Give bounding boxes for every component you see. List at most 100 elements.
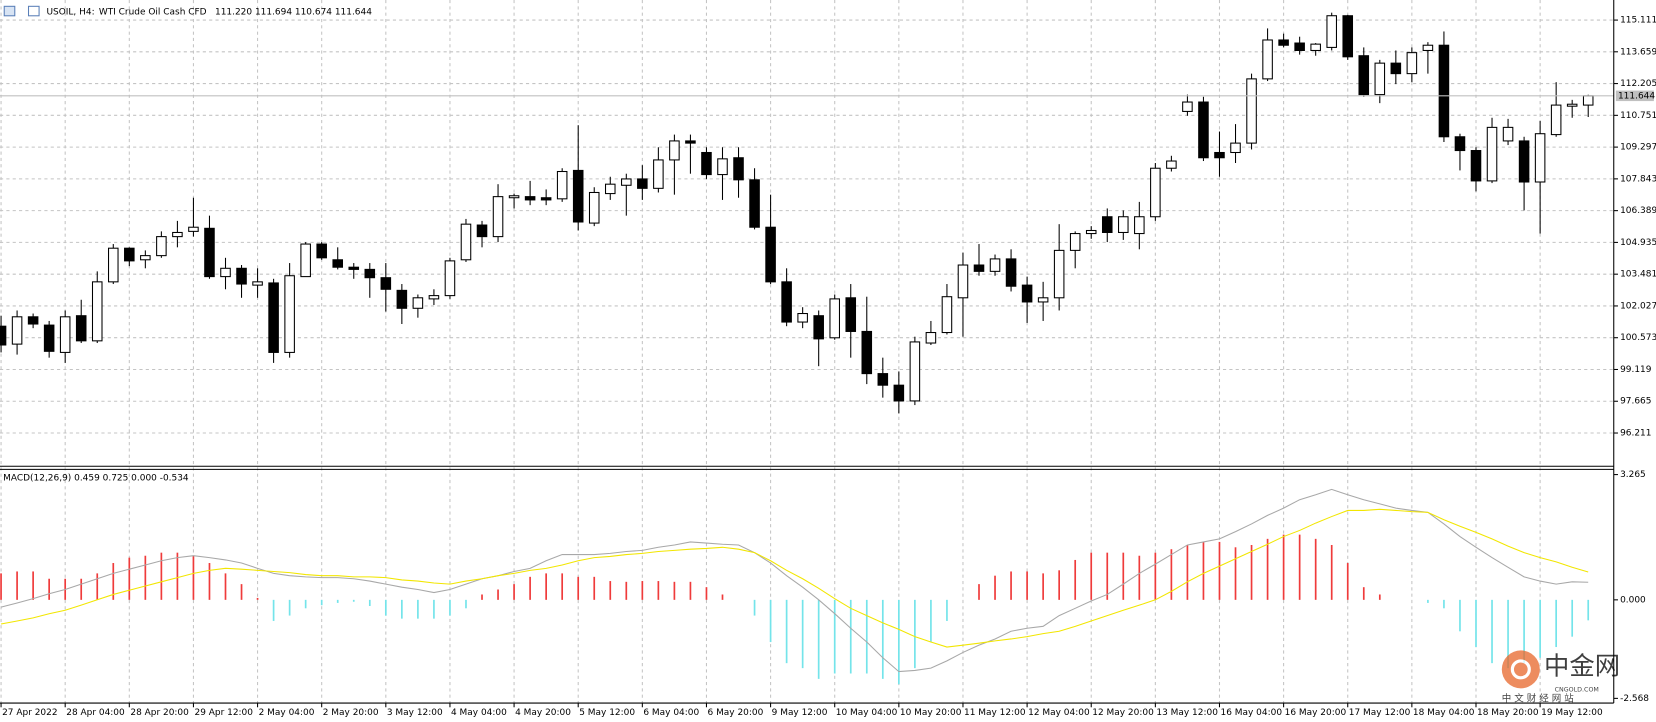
y-tick-label: 96.211: [1620, 429, 1651, 439]
y-tick-label: 3.265: [1620, 470, 1646, 480]
candle-body: [140, 255, 151, 261]
candle-body: [1342, 15, 1354, 58]
y-tick-label: 113.659: [1620, 47, 1656, 57]
y-tick-label: 106.389: [1620, 206, 1656, 216]
candle-body: [156, 236, 167, 257]
y-tick-label: 99.119: [1620, 365, 1652, 375]
x-tick-label: 12 May 20:00: [1092, 708, 1154, 718]
candle-body: [1182, 101, 1193, 112]
logo: [1501, 650, 1540, 689]
x-tick-label: 11 May 12:00: [964, 708, 1026, 718]
last-price-box: [1615, 90, 1654, 102]
candle-body: [797, 313, 808, 323]
header-text: USOIL, H4: WTI Crude Oil Cash CFD 111.220 …: [46, 7, 372, 17]
candle-body: [588, 191, 600, 224]
watermark-site: CNGOLD.COM: [1555, 686, 1599, 693]
candle-body: [1118, 216, 1129, 233]
candle-body: [1214, 151, 1225, 159]
candle-body: [460, 223, 472, 261]
candle-body: [1438, 44, 1450, 138]
x-tick-label: 2 May 20:00: [323, 708, 379, 718]
candle-body: [1262, 39, 1273, 80]
candle-body: [1230, 142, 1241, 154]
logo: [1510, 659, 1531, 680]
candle-body: [1198, 101, 1209, 159]
candle-body: [556, 170, 568, 200]
candle-body: [43, 324, 55, 352]
symbol: USOIL, H4:: [46, 7, 94, 17]
x-tick-label: 3 May 12:00: [387, 708, 443, 718]
candle-body: [637, 178, 648, 189]
x-tick-label: 18 May 04:00: [1413, 708, 1475, 718]
candle-body: [428, 295, 440, 300]
candle-body: [91, 281, 103, 342]
candle-body: [284, 275, 295, 353]
x-tick-label: 6 May 04:00: [643, 708, 699, 718]
y-tick-label: 115.111: [1620, 16, 1656, 26]
candle-body: [1150, 167, 1161, 218]
candle-body: [220, 267, 231, 278]
candle-body: [1422, 44, 1434, 51]
mark-layer: [0, 12, 1614, 685]
x-tick-label: 29 Apr 12:00: [194, 708, 253, 718]
candle-body: [1278, 39, 1289, 46]
y-tick-label: 100.573: [1620, 333, 1656, 343]
candle-body: [572, 169, 584, 223]
candle-body: [909, 341, 921, 402]
candle-body: [973, 264, 985, 272]
candle-body: [107, 247, 119, 283]
candle-body: [1406, 52, 1418, 75]
candle-body: [364, 268, 376, 279]
candle-body: [1582, 95, 1594, 106]
candle-body: [348, 266, 360, 270]
y-tick-label: 0.000: [1620, 595, 1646, 605]
y-tick-label: 110.751: [1620, 111, 1656, 121]
candle-body: [1390, 62, 1402, 75]
candle-body: [1470, 150, 1482, 182]
candle-body: [1502, 126, 1514, 142]
candle-body: [765, 226, 776, 283]
candle-body: [396, 289, 408, 309]
candle-body: [27, 316, 39, 325]
candle-body: [316, 243, 327, 259]
candle-body: [1294, 42, 1305, 51]
candle-body: [1550, 104, 1562, 136]
candle-body: [172, 231, 183, 238]
x-tick-label: 12 May 04:00: [1028, 708, 1090, 718]
candle-body: [621, 178, 632, 186]
candle-body: [0, 325, 7, 346]
last-price-label: 111.644: [1618, 91, 1655, 101]
candle-body: [861, 330, 873, 375]
indicator-title: MACD(12,26,9) 0.459 0.725 0.000 -0.534: [3, 473, 189, 483]
candle-body: [1085, 229, 1097, 235]
watermark-slogan: 中 文 财 经 网 站: [1502, 692, 1575, 704]
candle-body: [1021, 284, 1033, 303]
candle-body: [412, 297, 424, 309]
x-tick-label: 10 May 04:00: [836, 708, 898, 718]
candle-body: [188, 226, 199, 232]
candle-body: [1310, 43, 1321, 51]
candle-body: [492, 196, 504, 238]
watermark: 中金网 CNGOLD.COM 中 文 财 经 网 站: [1501, 650, 1620, 704]
y-tick-label: 107.843: [1620, 174, 1656, 184]
candle-body: [1358, 55, 1370, 96]
x-tick-label: 10 May 20:00: [900, 708, 962, 718]
header: USOIL, H4: WTI Crude Oil Cash CFD 111.220 …: [3, 5, 372, 483]
ohlc: 111.220 111.694 110.674 111.644: [215, 7, 372, 17]
candle-body: [1374, 62, 1386, 96]
candle-body: [893, 384, 905, 402]
y-tick-label: 97.665: [1620, 397, 1651, 407]
x-tick-label: 28 Apr 04:00: [66, 708, 125, 718]
candle-body: [268, 282, 279, 353]
candle-body: [1534, 133, 1546, 183]
x-tick-label: 9 May 12:00: [772, 708, 828, 718]
x-tick-label: 2 May 04:00: [259, 708, 315, 718]
candle-body: [252, 281, 263, 286]
candle-body: [845, 297, 857, 332]
candle-body: [124, 247, 135, 262]
candle-body: [669, 140, 680, 161]
x-tick-label: 4 May 20:00: [515, 708, 571, 718]
candle-body: [236, 267, 247, 285]
signal-line: [0, 508, 1589, 648]
